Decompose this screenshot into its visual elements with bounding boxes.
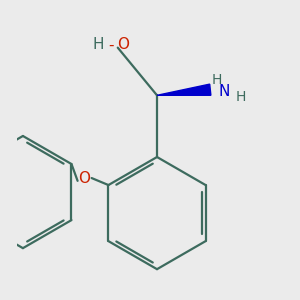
Text: N: N [219, 84, 230, 99]
Text: O: O [117, 37, 129, 52]
Text: H: H [92, 37, 104, 52]
Text: O: O [79, 170, 91, 185]
Text: H: H [236, 90, 246, 104]
Text: H: H [212, 73, 223, 87]
Polygon shape [157, 84, 211, 95]
Text: -: - [108, 37, 113, 52]
